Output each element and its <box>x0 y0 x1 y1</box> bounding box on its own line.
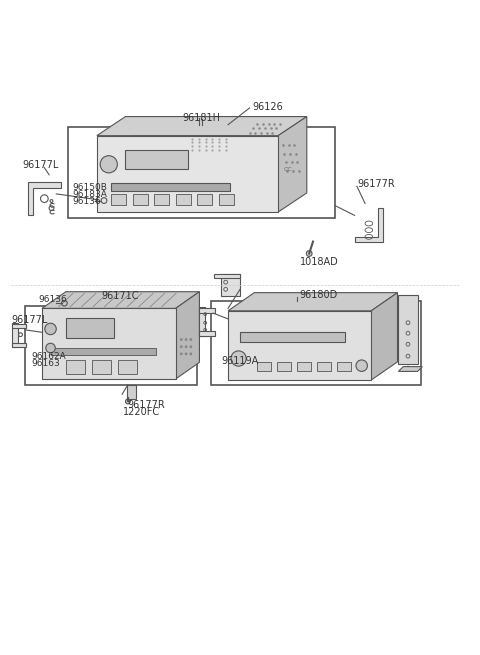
Polygon shape <box>228 310 371 380</box>
Bar <box>127 384 136 399</box>
Polygon shape <box>278 117 307 212</box>
Circle shape <box>45 323 56 335</box>
Bar <box>132 195 148 205</box>
Bar <box>68 127 336 217</box>
Bar <box>277 362 291 371</box>
Circle shape <box>180 345 183 348</box>
Text: 1220FC: 1220FC <box>123 407 160 417</box>
Circle shape <box>185 352 188 355</box>
Circle shape <box>231 351 246 366</box>
Polygon shape <box>42 309 176 379</box>
Polygon shape <box>371 293 397 380</box>
Bar <box>218 195 234 205</box>
Text: 96119A: 96119A <box>221 356 258 366</box>
Circle shape <box>46 343 55 353</box>
Polygon shape <box>42 291 199 309</box>
Bar <box>199 331 215 336</box>
Bar <box>92 360 111 374</box>
Text: 96171C: 96171C <box>102 291 139 301</box>
Polygon shape <box>97 136 278 212</box>
Circle shape <box>180 352 183 355</box>
Bar <box>12 323 18 346</box>
Bar <box>111 183 230 191</box>
Bar <box>337 362 351 371</box>
Bar <box>111 195 126 205</box>
Bar <box>66 360 85 374</box>
Text: 96136: 96136 <box>72 196 101 206</box>
Polygon shape <box>230 135 238 166</box>
Polygon shape <box>28 182 61 215</box>
Polygon shape <box>238 142 244 149</box>
Text: 96162A: 96162A <box>31 352 66 361</box>
Bar <box>51 348 156 355</box>
Bar <box>154 195 169 205</box>
Polygon shape <box>228 293 397 310</box>
Bar <box>214 274 240 278</box>
Circle shape <box>125 399 130 404</box>
Circle shape <box>185 338 188 341</box>
Bar <box>240 332 345 342</box>
Polygon shape <box>97 117 307 136</box>
Bar <box>125 150 188 169</box>
Circle shape <box>190 352 192 355</box>
Polygon shape <box>398 367 422 371</box>
Polygon shape <box>176 291 199 379</box>
Text: 96126: 96126 <box>252 102 283 112</box>
Bar <box>317 362 331 371</box>
Text: 96136: 96136 <box>38 295 67 305</box>
Text: 96183A: 96183A <box>72 190 107 199</box>
Circle shape <box>190 345 192 348</box>
Bar <box>12 343 26 346</box>
Polygon shape <box>355 208 383 242</box>
Polygon shape <box>238 147 244 153</box>
Text: 96177R: 96177R <box>127 400 165 410</box>
Bar <box>199 307 205 336</box>
Circle shape <box>100 156 117 173</box>
Bar <box>211 301 421 384</box>
Text: 96180D: 96180D <box>300 290 338 300</box>
Text: 96181H: 96181H <box>183 113 221 122</box>
Circle shape <box>185 345 188 348</box>
Bar <box>257 362 271 371</box>
Text: 96177L: 96177L <box>11 315 48 326</box>
Bar <box>199 309 215 313</box>
Text: 96177L: 96177L <box>23 160 59 170</box>
Polygon shape <box>238 151 244 158</box>
Circle shape <box>356 360 367 371</box>
Bar <box>297 362 311 371</box>
Bar <box>12 324 26 328</box>
Circle shape <box>190 338 192 341</box>
Text: CC: CC <box>284 166 293 172</box>
Bar <box>197 195 212 205</box>
Bar <box>398 295 418 364</box>
Text: 96163: 96163 <box>31 359 60 368</box>
Circle shape <box>180 338 183 341</box>
Polygon shape <box>125 135 238 143</box>
Circle shape <box>306 251 312 256</box>
Bar <box>66 318 114 339</box>
Text: 96177R: 96177R <box>357 179 395 189</box>
Bar <box>25 306 197 384</box>
Bar <box>221 274 240 297</box>
Text: 96150B: 96150B <box>72 183 107 192</box>
Polygon shape <box>125 143 230 166</box>
Text: 1018AD: 1018AD <box>300 257 338 267</box>
Bar <box>118 360 137 374</box>
Bar <box>176 195 191 205</box>
